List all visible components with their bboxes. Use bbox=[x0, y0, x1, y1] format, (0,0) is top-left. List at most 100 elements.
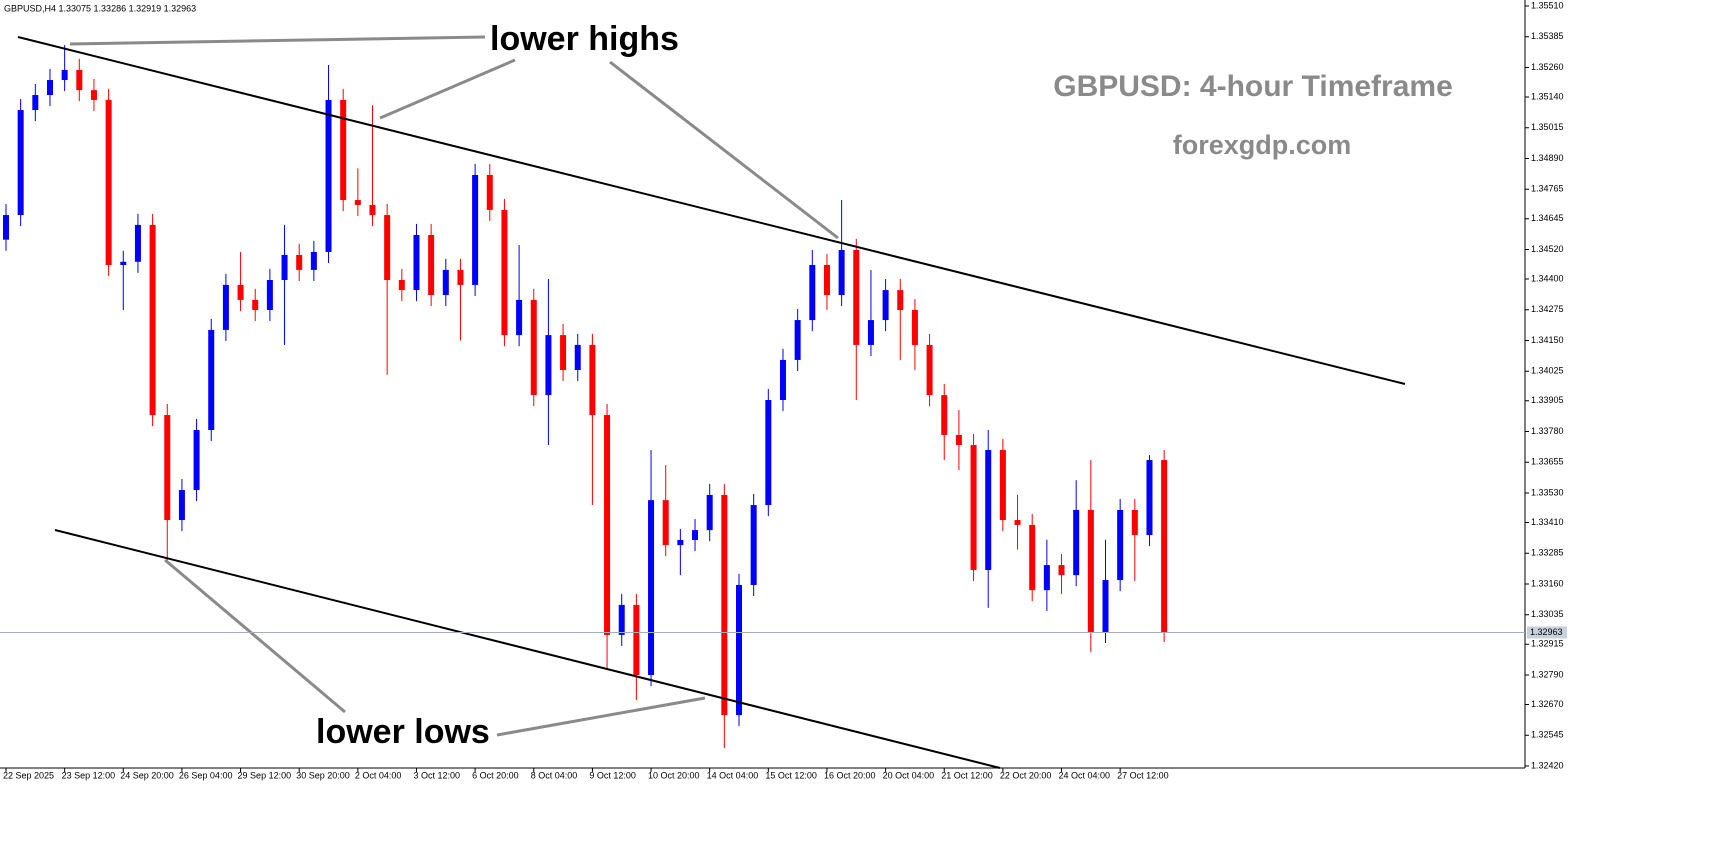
candle-body bbox=[618, 604, 625, 635]
y-tick-label: 1.34275 bbox=[1531, 304, 1564, 314]
candle-body bbox=[105, 99, 112, 265]
x-tick-label: 26 Sep 04:00 bbox=[179, 770, 233, 780]
y-tick-label: 1.32915 bbox=[1531, 639, 1564, 649]
candle-body bbox=[501, 209, 508, 336]
y-tick-label: 1.35260 bbox=[1531, 62, 1564, 72]
candle-body bbox=[134, 224, 141, 262]
y-tick-label: 1.34025 bbox=[1531, 366, 1564, 376]
candle-body bbox=[296, 254, 303, 270]
x-tick-label: 9 Oct 12:00 bbox=[589, 770, 636, 780]
y-tick-label: 1.35140 bbox=[1531, 91, 1564, 101]
candle-body bbox=[750, 505, 757, 585]
x-tick-label: 24 Oct 04:00 bbox=[1059, 770, 1111, 780]
candle-body bbox=[3, 215, 9, 240]
x-tick-label: 24 Sep 20:00 bbox=[120, 770, 174, 780]
plot-area bbox=[3, 45, 1168, 749]
annotation: lower highs bbox=[490, 20, 679, 58]
candle-body bbox=[266, 279, 273, 310]
candle-body bbox=[999, 449, 1006, 521]
y-tick-label: 1.34645 bbox=[1531, 213, 1564, 223]
x-tick-label: 8 Oct 04:00 bbox=[531, 770, 578, 780]
x-tick-label: 14 Oct 04:00 bbox=[707, 770, 759, 780]
x-tick-label: 15 Oct 12:00 bbox=[765, 770, 817, 780]
candle-body bbox=[574, 344, 581, 371]
y-tick-label: 1.34520 bbox=[1531, 244, 1564, 254]
x-tick-label: 30 Sep 20:00 bbox=[296, 770, 350, 780]
candle-body bbox=[706, 494, 713, 531]
y-tick-label: 1.32670 bbox=[1531, 699, 1564, 709]
x-tick-label: 22 Oct 20:00 bbox=[1000, 770, 1052, 780]
candle-body bbox=[237, 284, 244, 300]
candle-body bbox=[970, 445, 977, 570]
chart-subtitle: forexgdp.com bbox=[1173, 130, 1352, 160]
candle-body bbox=[604, 415, 611, 635]
candle-body bbox=[149, 224, 156, 416]
candle-body bbox=[882, 290, 889, 321]
candle-body bbox=[721, 494, 728, 716]
candle-body bbox=[941, 395, 948, 435]
candle-body bbox=[208, 329, 215, 431]
candle-body bbox=[442, 269, 449, 295]
connector bbox=[164, 558, 346, 714]
connector bbox=[379, 58, 516, 120]
x-tick-label: 22 Sep 2025 bbox=[3, 770, 54, 780]
y-tick-label: 1.35385 bbox=[1531, 31, 1564, 41]
candle-body bbox=[794, 320, 801, 360]
candle-body bbox=[838, 249, 845, 295]
y-tick-label: 1.33035 bbox=[1531, 609, 1564, 619]
candle-body bbox=[897, 290, 904, 310]
candle-body bbox=[1102, 580, 1109, 632]
y-tick-label: 1.33285 bbox=[1531, 548, 1564, 558]
candle-body bbox=[76, 69, 83, 91]
candle-body bbox=[222, 284, 229, 330]
candle-body bbox=[926, 344, 933, 396]
candle-body bbox=[340, 99, 347, 201]
candle-body bbox=[692, 530, 699, 540]
candle-body bbox=[32, 95, 39, 111]
upper-trend-line bbox=[17, 36, 1406, 385]
candle-body bbox=[530, 299, 537, 396]
candle-body bbox=[178, 490, 185, 521]
candle-body bbox=[779, 359, 786, 401]
candle-body bbox=[1161, 460, 1168, 633]
y-tick-label: 1.34400 bbox=[1531, 273, 1564, 283]
candle-body bbox=[1146, 460, 1153, 536]
candle-body bbox=[457, 269, 464, 285]
candle-body bbox=[281, 254, 288, 280]
candle-body bbox=[486, 174, 493, 210]
candle-body bbox=[589, 344, 596, 416]
x-tick-label: 6 Oct 20:00 bbox=[472, 770, 519, 780]
candle-body bbox=[1058, 565, 1065, 576]
candle-body bbox=[911, 310, 918, 345]
candle-body bbox=[120, 261, 127, 265]
candle-body bbox=[1043, 565, 1050, 591]
current-price-label: 1.32963 bbox=[1530, 627, 1563, 637]
candle-body bbox=[384, 215, 391, 280]
candle-body bbox=[648, 500, 655, 675]
candle-body bbox=[354, 200, 361, 205]
symbol-header: GBPUSD,H4 1.33075 1.33286 1.32919 1.3296… bbox=[4, 3, 196, 13]
candle-body bbox=[90, 90, 97, 100]
candle-body bbox=[1029, 524, 1036, 591]
candle-body bbox=[809, 264, 816, 321]
y-tick-label: 1.35510 bbox=[1531, 0, 1564, 10]
y-tick-label: 1.34150 bbox=[1531, 335, 1564, 345]
chart-title: GBPUSD: 4-hour Timeframe bbox=[1053, 70, 1453, 103]
candle-body bbox=[310, 251, 317, 270]
x-tick-label: 29 Sep 12:00 bbox=[238, 770, 292, 780]
x-tick-label: 21 Oct 12:00 bbox=[941, 770, 993, 780]
y-tick-label: 1.35015 bbox=[1531, 122, 1564, 132]
x-tick-label: 10 Oct 20:00 bbox=[648, 770, 700, 780]
candle-body bbox=[1014, 520, 1021, 525]
candle-body bbox=[61, 69, 68, 81]
connector bbox=[609, 60, 839, 240]
annotation: lower lows bbox=[316, 713, 490, 751]
candle-body bbox=[472, 174, 479, 285]
connector bbox=[496, 696, 706, 737]
candle-body bbox=[853, 249, 860, 345]
candle-body bbox=[955, 434, 962, 446]
y-tick-label: 1.33655 bbox=[1531, 457, 1564, 467]
lower-trend-line bbox=[54, 529, 1001, 769]
